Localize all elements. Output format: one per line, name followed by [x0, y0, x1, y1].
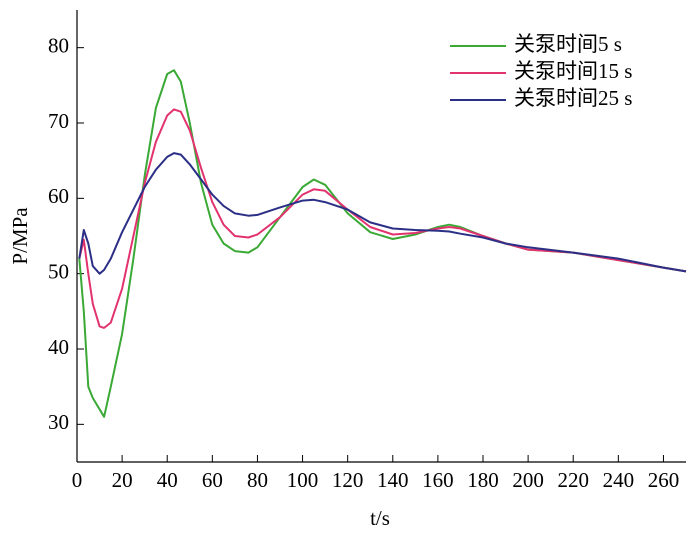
x-tick-label: 240 — [603, 468, 635, 492]
series-line — [78, 108, 687, 329]
x-tick-label: 200 — [512, 468, 544, 492]
x-tick-label: 120 — [332, 468, 364, 492]
y-tick-label: 30 — [48, 410, 69, 434]
y-axis-label: P/MPa — [8, 207, 32, 265]
x-tick-label: 140 — [377, 468, 409, 492]
x-tick-label: 0 — [72, 468, 83, 492]
x-tick-label: 180 — [467, 468, 499, 492]
x-tick-label: 40 — [157, 468, 178, 492]
series-line — [78, 69, 687, 418]
x-tick-label: 100 — [287, 468, 319, 492]
x-axis-label: t/s — [370, 506, 390, 530]
x-tick-label: 260 — [648, 468, 680, 492]
y-tick-label: 50 — [48, 259, 69, 283]
x-tick-label: 60 — [202, 468, 223, 492]
y-tick-label: 60 — [48, 184, 69, 208]
x-tick-label: 20 — [112, 468, 133, 492]
legend-label: 关泵时间15 s — [514, 59, 632, 83]
legend-label: 关泵时间5 s — [514, 32, 622, 56]
series-line — [78, 152, 687, 275]
x-tick-label: 160 — [422, 468, 454, 492]
legend-label: 关泵时间25 s — [514, 86, 632, 110]
x-tick-label: 80 — [247, 468, 268, 492]
x-tick-label: 220 — [557, 468, 589, 492]
y-tick-label: 80 — [48, 33, 69, 57]
y-tick-label: 70 — [48, 109, 69, 133]
y-tick-label: 40 — [48, 335, 69, 359]
